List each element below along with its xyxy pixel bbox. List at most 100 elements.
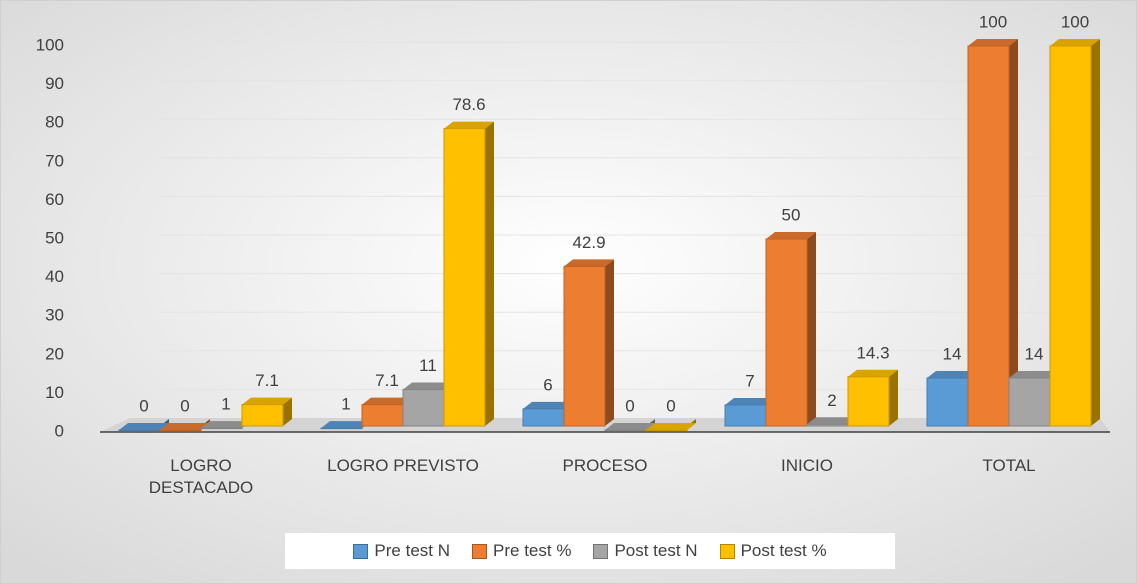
y-tick-label: 10 [45,383,64,402]
data-label: 100 [979,12,1007,31]
bar-face [1009,370,1059,378]
bar [604,419,655,431]
bar-face [605,423,655,430]
bar-face [361,404,404,427]
data-label: 6 [543,375,552,394]
bar-face [725,397,775,405]
bar-face [362,397,412,405]
x-tick-label: INICIO [781,456,833,475]
legend-item: Post test N [593,541,698,561]
bar-face [522,408,565,427]
bar-face [1091,39,1100,426]
bar-face [402,389,445,427]
bar-face [605,259,614,426]
bar-face [889,369,898,426]
bar-face [320,427,363,430]
bar-face [807,232,816,426]
bar-face [645,429,688,431]
y-tick-label: 90 [45,74,64,93]
bar-face [485,121,494,426]
bar-face [242,397,292,405]
bar-face [160,423,210,430]
data-label: 14 [943,344,962,363]
x-tick-label: TOTAL [982,456,1036,475]
legend: Pre test N Pre test % Post test N Post test… [285,533,895,569]
x-tick-label: PROCESO [562,456,648,475]
bar-face [847,376,890,427]
data-label: 42.9 [572,233,605,252]
bar-face [241,404,284,427]
legend-swatch [719,543,735,559]
bar-face [201,421,251,429]
bar-face [765,238,808,427]
bar-face [283,397,292,426]
bar-face [604,429,647,431]
bar-face [523,401,573,409]
y-tick-label: 0 [55,421,64,440]
data-label: 7.1 [255,371,279,390]
data-label: 14.3 [856,343,889,362]
bar-face [443,128,486,427]
bar-face [646,423,696,430]
y-tick-label: 60 [45,190,64,209]
y-tick-label: 30 [45,306,64,325]
legend-swatch [593,543,609,559]
bar-face [564,259,614,267]
bar [563,259,614,427]
legend-label: Pre test N [374,541,451,560]
legend-item: Pre test % [472,541,571,561]
data-label: 0 [666,396,675,415]
x-tick-label: LOGRO PREVISTO [327,456,479,475]
legend-label: Post test N [614,541,698,560]
y-tick-label: 20 [45,344,64,363]
y-tick-label: 50 [45,228,64,247]
bar [967,39,1018,427]
bar-face [200,427,243,430]
data-label: 100 [1061,12,1089,31]
data-label: 14 [1025,344,1044,363]
bar [118,419,169,431]
data-label: 0 [180,396,189,415]
bar [443,121,494,427]
bar-face [926,377,969,427]
y-tick-label: 70 [45,151,64,170]
data-label: 1 [221,395,230,414]
bar-face [1049,45,1092,427]
bar [765,232,816,427]
bar-face [159,429,202,431]
bar-face [1008,377,1051,427]
bar [645,419,696,431]
legend-label: Post test % [740,541,827,560]
legend-item: Post test % [719,541,827,561]
bar-face [806,423,849,427]
y-tick-label: 100 [36,35,64,54]
bar-face [724,404,767,427]
bar [847,369,898,427]
y-tick-label: 40 [45,267,64,286]
bar-face [118,429,161,431]
data-label: 78.6 [452,95,485,114]
bar-face [848,369,898,377]
bar-face [927,370,977,378]
bar-face [403,382,453,390]
data-label: 0 [625,396,634,415]
data-label: 50 [782,205,801,224]
bar [1049,39,1100,427]
bar [241,397,292,427]
bar-face [1050,39,1100,46]
bar-face [1009,39,1018,426]
bar-face [563,265,606,427]
data-label: 11 [419,356,437,375]
legend-swatch [353,543,369,559]
bar-face [444,121,494,129]
bar-face [967,45,1010,427]
bar-face [321,421,371,429]
legend-label: Pre test % [493,541,572,560]
y-tick-label: 80 [45,113,64,132]
legend-item: Pre test N [353,541,450,561]
data-label: 1 [341,395,350,414]
bar-face [807,417,857,425]
bar-face [119,423,169,430]
